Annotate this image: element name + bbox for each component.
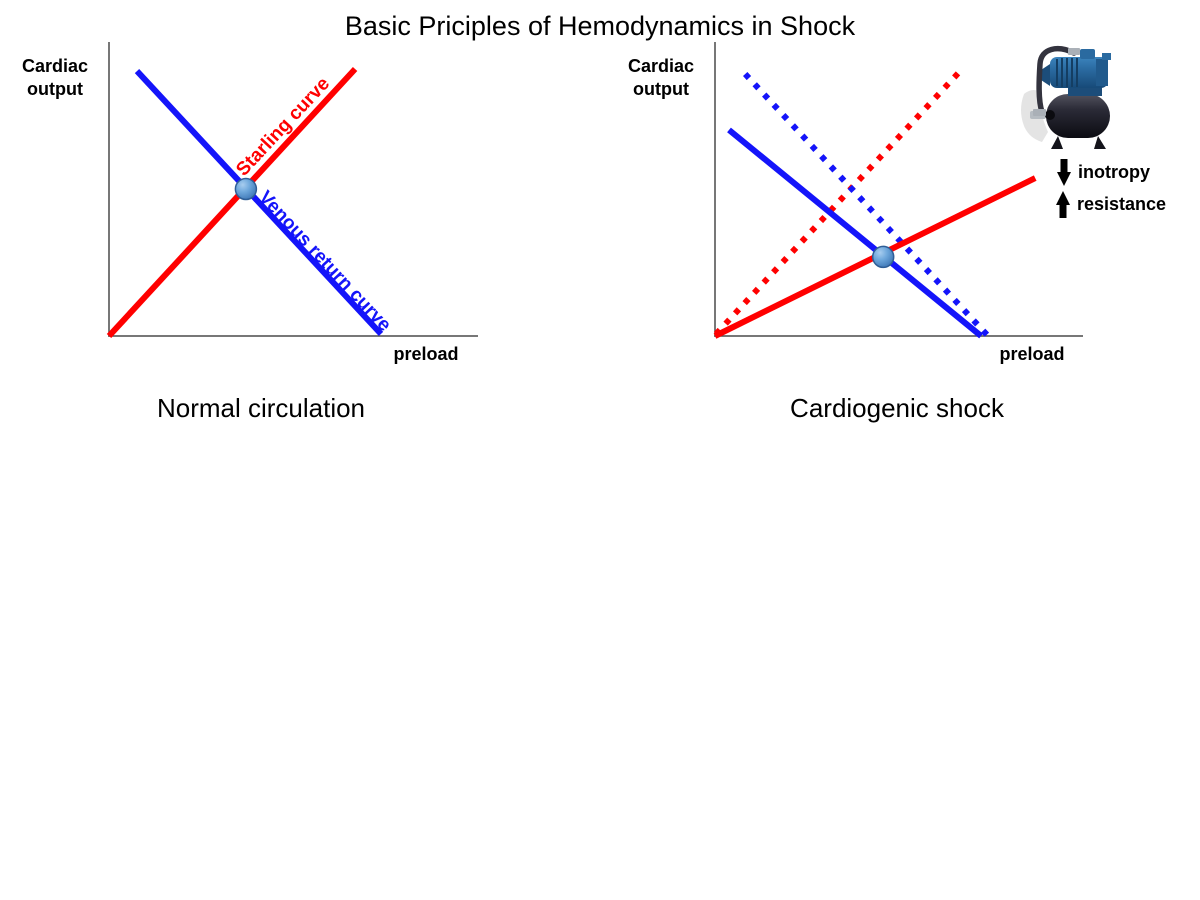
pump-leg-right xyxy=(1094,136,1106,149)
venous-return-curve xyxy=(134,69,384,336)
pump-leg-left xyxy=(1051,136,1063,149)
operating-point-marker xyxy=(234,177,258,201)
pump-tank xyxy=(1046,94,1110,138)
pump-motor xyxy=(1050,57,1108,88)
right-y-axis-label: Cardiac output xyxy=(617,55,705,101)
pump-hose-fitting-bottom xyxy=(1033,109,1046,116)
left-y-axis-label: Cardiac output xyxy=(11,55,99,101)
resistance-annotation: resistance xyxy=(1056,191,1166,218)
resistance-label: resistance xyxy=(1077,194,1167,214)
left-chart-lines xyxy=(106,66,384,339)
right-chart-lines xyxy=(713,69,1037,339)
pump-top-cap xyxy=(1080,49,1095,59)
right-chart-marker-layer xyxy=(871,245,895,269)
normal-starling-reference xyxy=(713,69,963,336)
pump-hose-fitting-top xyxy=(1068,48,1080,55)
starling-curve-label: Starling curve xyxy=(232,73,334,180)
left-chart-marker-layer xyxy=(234,177,258,201)
pump-outlet-stub xyxy=(1102,53,1111,60)
left-chart-caption: Normal circulation xyxy=(156,393,366,423)
normal-venous-reference xyxy=(743,71,991,339)
pump-motor-endcap xyxy=(1096,59,1108,86)
water-pump-illustration xyxy=(1014,44,1126,154)
right-y-axis-label-line1: Cardiac xyxy=(627,56,695,76)
hemodynamics-diagram: Starling curve Venous return curve xyxy=(106,42,1083,339)
water-pump-icon xyxy=(1021,46,1111,149)
shock-venous-return-curve xyxy=(727,127,983,339)
inotropy-label: inotropy xyxy=(1078,162,1150,182)
pump-hose xyxy=(1036,46,1077,115)
left-y-axis-label-line2: output xyxy=(27,79,83,99)
left-y-axis-label-line1: Cardiac xyxy=(21,56,89,76)
down-arrow-icon xyxy=(1057,159,1071,186)
inotropy-annotation: inotropy xyxy=(1057,159,1150,186)
right-x-axis-label: preload xyxy=(999,344,1065,364)
page-title: Basic Priciples of Hemodynamics in Shock xyxy=(344,11,856,41)
up-arrow-icon xyxy=(1056,191,1070,218)
left-x-axis-label: preload xyxy=(393,344,459,364)
pump-port-hub xyxy=(1045,110,1055,120)
right-chart-caption: Cardiogenic shock xyxy=(790,393,1004,423)
pump-motor-ribs xyxy=(1056,58,1078,87)
venous-return-curve-label: Venous return curve xyxy=(254,187,395,336)
right-y-axis-label-line2: output xyxy=(633,79,689,99)
operating-point-marker xyxy=(871,245,895,269)
pump-motor-nose xyxy=(1041,64,1050,86)
starling-curve xyxy=(106,66,358,339)
